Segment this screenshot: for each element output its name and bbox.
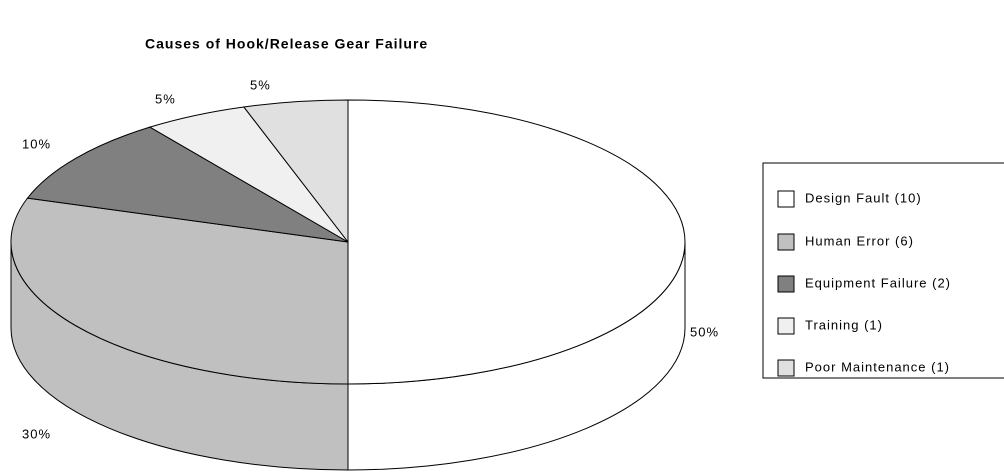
legend-label: Human Error (6) (805, 233, 914, 248)
data-label: 5% (250, 77, 271, 92)
data-label: 5% (155, 91, 176, 106)
pie-slice (347, 99, 686, 385)
data-label: 50% (690, 324, 719, 339)
chart-title: Causes of Hook/Release Gear Failure (145, 36, 428, 52)
legend-label: Design Fault (10) (805, 190, 922, 205)
legend-swatch (777, 359, 795, 377)
legend-label: Poor Maintenance (1) (805, 359, 950, 374)
legend-swatch (777, 317, 795, 335)
pie-slice (10, 197, 349, 385)
pie (10, 99, 686, 471)
pie-slice (26, 126, 349, 243)
pie-slice (242, 99, 349, 244)
legend-swatch (777, 190, 795, 208)
legend-swatch (777, 275, 795, 293)
legend-label: Equipment Failure (2) (805, 275, 951, 290)
legend-box (762, 162, 1004, 379)
legend-label: Training (1) (805, 317, 883, 332)
legend-swatch (777, 233, 795, 251)
data-label: 10% (22, 136, 51, 151)
data-label: 30% (22, 426, 51, 441)
